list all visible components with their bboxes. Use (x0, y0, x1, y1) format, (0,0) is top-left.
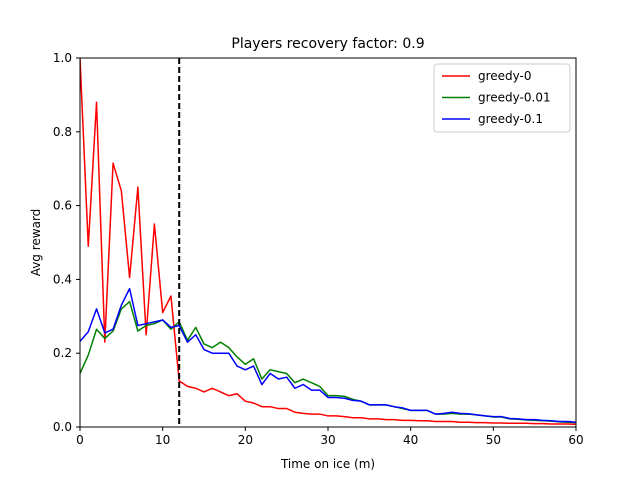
legend-items: greedy-0 greedy-0.01 greedy-0.1 (442, 69, 551, 126)
x-tick-label: 50 (486, 433, 501, 447)
legend-box (433, 63, 571, 133)
legend: greedy-0 greedy-0.01 greedy-0.1 (433, 63, 571, 133)
y-tick-label: 1.0 (53, 51, 72, 65)
x-axis-label: Time on ice (m) (280, 457, 375, 471)
series-layer (80, 58, 576, 426)
legend-label-1: greedy-0.01 (478, 91, 551, 105)
chart-title: Players recovery factor: 0.9 (231, 36, 424, 52)
x-axis-ticks: 0 10 20 30 40 50 60 (76, 427, 584, 447)
y-tick-label: 0.8 (53, 125, 72, 139)
x-tick-label: 60 (568, 433, 583, 447)
x-tick-label: 20 (238, 433, 253, 447)
x-tick-label: 0 (76, 433, 84, 447)
y-axis-ticks: 0.0 0.2 0.4 0.6 0.8 1.0 (53, 51, 80, 434)
legend-label-0: greedy-0 (478, 69, 532, 83)
y-tick-label: 0.2 (53, 346, 72, 360)
y-tick-label: 0.6 (53, 199, 72, 213)
series-line-2 (80, 287, 576, 423)
y-axis-label: Avg reward (29, 209, 43, 277)
y-tick-label: 0.0 (53, 420, 72, 434)
legend-label-2: greedy-0.1 (478, 112, 543, 126)
x-tick-label: 10 (155, 433, 170, 447)
y-tick-label: 0.4 (53, 272, 72, 286)
x-tick-label: 30 (320, 433, 335, 447)
x-tick-label: 40 (403, 433, 418, 447)
series-line-0 (80, 58, 576, 426)
